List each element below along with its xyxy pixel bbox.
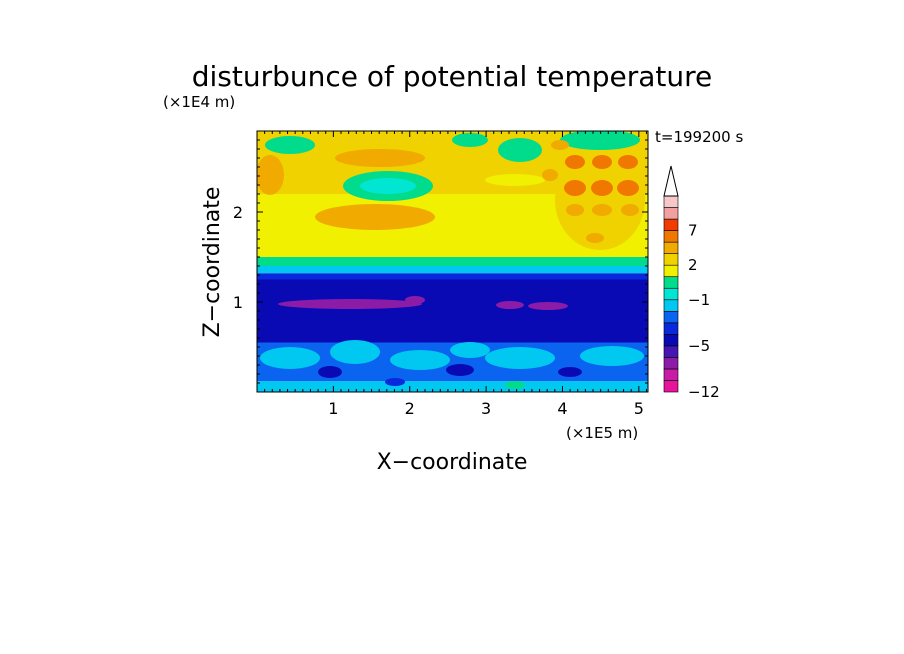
- colorbar-segment: [663, 368, 679, 381]
- colorbar-segment: [663, 334, 679, 347]
- contour-blob: [260, 347, 320, 369]
- contour-blob: [278, 299, 422, 309]
- contour-blob: [565, 155, 585, 169]
- colorbar-segment: [663, 264, 679, 278]
- contour-blob: [558, 367, 582, 377]
- colorbar-label: 7: [688, 222, 698, 240]
- contour-blob: [257, 155, 284, 195]
- x-tick-label: 3: [481, 399, 491, 418]
- colorbar-segment: [663, 287, 679, 301]
- contour-blob: [592, 155, 612, 169]
- colorbar-label: −12: [688, 383, 720, 401]
- contour-blob: [566, 204, 584, 216]
- colorbar-segment: [663, 207, 679, 220]
- contour-blob: [564, 180, 586, 196]
- contour-blob: [390, 350, 450, 370]
- colorbar: −12−5−127: [663, 165, 720, 401]
- contour-band: [257, 273, 648, 280]
- colorbar-segment: [663, 230, 679, 243]
- contour-blob: [580, 346, 644, 366]
- contour-blob: [318, 366, 342, 378]
- colorbar-segment: [663, 310, 679, 324]
- contour-blob: [452, 133, 488, 147]
- colorbar-segment: [663, 299, 679, 312]
- contour-band: [257, 381, 648, 392]
- contour-blob: [586, 233, 604, 243]
- time-label: t=199200 s: [655, 128, 743, 146]
- y-axis: 12: [233, 139, 648, 384]
- y-axis-label: Z−coordinate: [200, 187, 225, 338]
- colorbar-segment: [663, 218, 679, 231]
- contour-blob: [405, 296, 425, 304]
- colorbar-label: −5: [688, 337, 710, 355]
- contour-blob: [485, 174, 545, 186]
- colorbar-segment: [663, 253, 679, 266]
- colorbar-segment: [663, 276, 679, 289]
- colorbar-label: −1: [688, 291, 710, 309]
- contour-blob: [446, 364, 474, 376]
- contour-blob: [505, 381, 525, 389]
- contour-blob: [315, 204, 435, 230]
- contour-blob: [618, 155, 638, 169]
- contour-blob: [551, 140, 569, 150]
- y-tick-label: 1: [233, 293, 243, 312]
- contour-blob: [528, 302, 568, 310]
- contour-blob: [591, 180, 613, 196]
- contour-blob: [360, 178, 416, 194]
- contour-blob: [555, 150, 645, 250]
- colorbar-segment: [663, 357, 679, 370]
- contour-blob: [621, 204, 639, 216]
- x-scale-label: (×1E5 m): [566, 424, 638, 442]
- x-axis: 1 2 3 4 5: [264, 131, 647, 418]
- plot-frame: [256, 130, 649, 393]
- contour-blob: [617, 180, 639, 196]
- contour-blob: [335, 149, 425, 167]
- contour-blob: [498, 138, 542, 162]
- chart-title: disturbunce of potential temperature: [192, 60, 713, 93]
- colorbar-segment: [663, 241, 679, 254]
- contour-band: [257, 279, 648, 343]
- x-tick-label: 2: [405, 399, 415, 418]
- contour-blob: [265, 136, 315, 154]
- contour-blob: [485, 347, 555, 369]
- y-scale-label: (×1E4 m): [163, 93, 235, 111]
- contour-blob: [560, 131, 640, 150]
- x-tick-label: 4: [557, 399, 567, 418]
- x-axis-label: X−coordinate: [377, 450, 528, 475]
- colorbar-label: 2: [688, 256, 698, 274]
- contour-band: [257, 266, 648, 274]
- colorbar-segment: [663, 195, 679, 208]
- contour-blob: [592, 204, 612, 216]
- contour-field: [257, 131, 648, 392]
- x-tick-label: 5: [634, 399, 644, 418]
- colorbar-segment: [663, 380, 679, 393]
- contour-band: [257, 257, 648, 266]
- contour-blob: [496, 301, 524, 309]
- x-tick-label: 1: [328, 399, 338, 418]
- colorbar-segment: [663, 345, 679, 358]
- contour-blob: [542, 169, 558, 181]
- contour-blob: [330, 340, 380, 364]
- colorbar-extend-arrow: [663, 165, 679, 197]
- contour-blob: [385, 378, 405, 386]
- y-tick-label: 2: [233, 203, 243, 222]
- colorbar-segment: [663, 322, 679, 335]
- contour-blob: [450, 342, 490, 358]
